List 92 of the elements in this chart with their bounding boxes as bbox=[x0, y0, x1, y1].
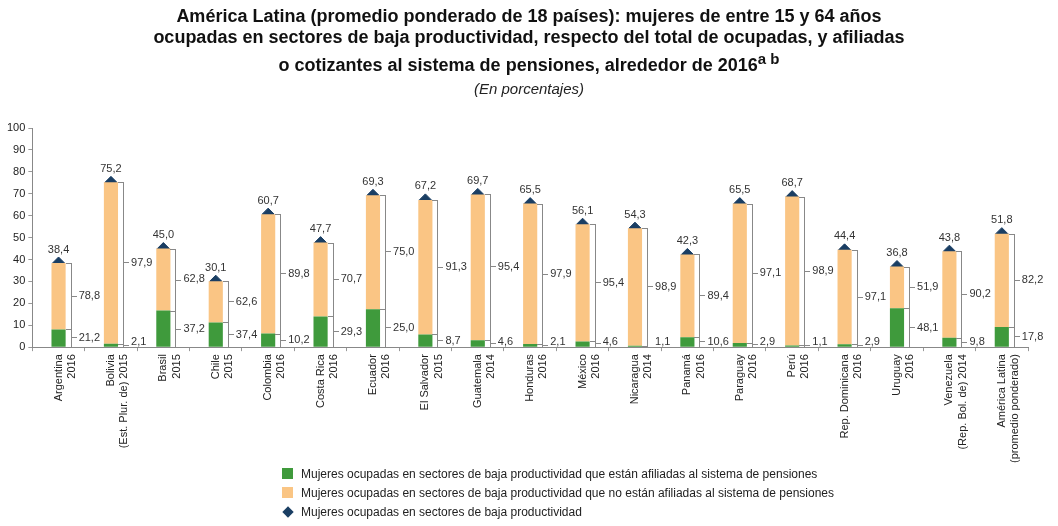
x-tick-label: Honduras 2016 bbox=[523, 353, 549, 402]
x-tick-label: Panamá 2016 bbox=[680, 353, 706, 396]
chart-subtitle: (En porcentajes) bbox=[472, 80, 586, 97]
annotation: 98,9 bbox=[812, 263, 834, 276]
data-label: 36,8 bbox=[886, 246, 908, 259]
annotation: 29,3 bbox=[340, 324, 363, 337]
annotation: 89,4 bbox=[707, 288, 729, 301]
y-tick-label: 100 bbox=[6, 121, 26, 134]
annotation: 90,2 bbox=[969, 287, 991, 300]
annotation: 4,6 bbox=[497, 334, 514, 347]
y-tick-label: 0 bbox=[19, 340, 26, 353]
x-tick-label: Costa Rica 2016 bbox=[313, 353, 339, 408]
annotation: 1,1 bbox=[812, 334, 828, 347]
x-tick-label: Nicaragua 2014 bbox=[628, 353, 654, 405]
x-tick-label: Chile 2015 bbox=[208, 354, 234, 380]
annotation: 2,9 bbox=[864, 334, 880, 347]
y-tick-label: 80 bbox=[13, 164, 26, 177]
annotation: 97,1 bbox=[759, 266, 782, 279]
annotation: 4,6 bbox=[602, 334, 618, 347]
x-tick-label: Rep. Dominicana 2016 bbox=[837, 353, 863, 439]
annotation: 78,8 bbox=[78, 289, 101, 302]
data-label: 67,2 bbox=[414, 179, 437, 192]
y-tick-label: 60 bbox=[13, 208, 26, 221]
annotation: 8,7 bbox=[445, 333, 461, 346]
data-label: 65,5 bbox=[519, 183, 541, 196]
annotation: 98,9 bbox=[655, 279, 677, 292]
x-tick-label: Guatemala 2014 bbox=[470, 353, 497, 408]
annotation: 2,9 bbox=[759, 334, 776, 347]
data-label: 42,3 bbox=[676, 233, 699, 246]
x-tick-label: Venezuela (Rep. Bol. de) 2014 bbox=[942, 353, 968, 450]
y-tick-label: 70 bbox=[13, 186, 26, 199]
data-label: 65,5 bbox=[729, 183, 751, 196]
data-label: 51,8 bbox=[991, 213, 1013, 226]
x-tick-label: Bolivia (Est. Plur. de) 2015 bbox=[103, 353, 130, 449]
x-tick-label: El Salvador 2015 bbox=[418, 353, 444, 411]
annotation: 2,1 bbox=[550, 334, 566, 347]
legend-label: Mujeres ocupadas en sectores de baja productividad que están afiliadas al sistema de pensiones bbox=[301, 466, 818, 481]
y-tick-label: 20 bbox=[13, 296, 26, 309]
annotation: 9,8 bbox=[969, 334, 985, 347]
annotation: 75,0 bbox=[393, 245, 415, 258]
data-label: 47,7 bbox=[309, 222, 332, 235]
annotation: 62,8 bbox=[183, 272, 205, 285]
x-tick-label: Brasil 2015 bbox=[156, 354, 182, 382]
annotation: 25,0 bbox=[393, 321, 415, 334]
data-label: 75,2 bbox=[100, 161, 122, 174]
x-tick-label: Argentina 2016 bbox=[51, 353, 77, 402]
chart-title: América Latina (promedio ponderado de 18 países): mujeres de entre 15 y 64 años ocupadas en sectores de baja productividad, respecto del total de ocupadas, y afiliadas o cotizantes al sistema de pensiones, alrededor de 2016$^{a b}$ bbox=[152, 6, 906, 76]
annotation: 37,2 bbox=[183, 321, 205, 334]
data-label: 54,3 bbox=[624, 207, 646, 220]
annotation: 82,2 bbox=[1021, 273, 1044, 286]
x-tick-label: Perú 2016 bbox=[785, 354, 811, 379]
annotation: 51,9 bbox=[917, 280, 939, 293]
legend-label: Mujeres ocupadas en sectores de baja productividad bbox=[301, 504, 582, 519]
x-tick-label: Colombia 2016 bbox=[261, 353, 287, 401]
annotation: 70,7 bbox=[340, 272, 363, 285]
annotation: 48,1 bbox=[917, 320, 939, 333]
data-label: 60,7 bbox=[257, 193, 279, 206]
data-label: 44,4 bbox=[833, 229, 856, 242]
annotation: 10,2 bbox=[288, 333, 310, 346]
x-tick-label: México 2016 bbox=[575, 354, 601, 389]
x-tick-label: Paraguay 2016 bbox=[732, 353, 759, 402]
x-tick-label: Uruguay 2016 bbox=[890, 353, 916, 396]
data-label: 68,7 bbox=[781, 176, 803, 189]
x-tick-label: América Latina (promedio ponderado) bbox=[994, 353, 1021, 464]
annotation: 62,6 bbox=[235, 294, 258, 307]
y-tick-label: 30 bbox=[13, 274, 26, 287]
annotation: 95,4 bbox=[497, 260, 520, 273]
data-label: 30,1 bbox=[205, 260, 227, 273]
annotation: 95,4 bbox=[602, 275, 625, 288]
annotation: 21,2 bbox=[78, 331, 101, 344]
annotation: 91,3 bbox=[445, 260, 467, 273]
data-label: 45,0 bbox=[152, 228, 175, 241]
annotation: 17,8 bbox=[1021, 330, 1044, 343]
annotation: 2,1 bbox=[131, 334, 147, 347]
data-label: 56,1 bbox=[571, 203, 594, 216]
y-tick-label: 10 bbox=[13, 318, 26, 331]
data-label: 43,8 bbox=[938, 230, 961, 243]
x-tick-label: Ecuador 2016 bbox=[366, 353, 392, 396]
y-tick-label: 50 bbox=[13, 230, 26, 243]
annotation: 37,4 bbox=[235, 327, 258, 340]
annotation: 97,1 bbox=[864, 290, 887, 302]
legend-label: Mujeres ocupadas en sectores de baja productividad que no están afiliadas al sistema de pensiones bbox=[301, 485, 835, 500]
data-label: 69,7 bbox=[467, 173, 489, 186]
annotation: 89,8 bbox=[288, 266, 310, 279]
annotation: 1,1 bbox=[655, 334, 671, 347]
annotation: 97,9 bbox=[131, 256, 153, 269]
data-label: 38,4 bbox=[47, 242, 70, 255]
y-tick-label: 40 bbox=[13, 252, 26, 265]
data-label: 69,3 bbox=[362, 174, 384, 187]
annotation: 10,6 bbox=[707, 334, 729, 347]
annotation: 97,9 bbox=[550, 266, 572, 279]
y-tick-label: 90 bbox=[13, 142, 26, 155]
